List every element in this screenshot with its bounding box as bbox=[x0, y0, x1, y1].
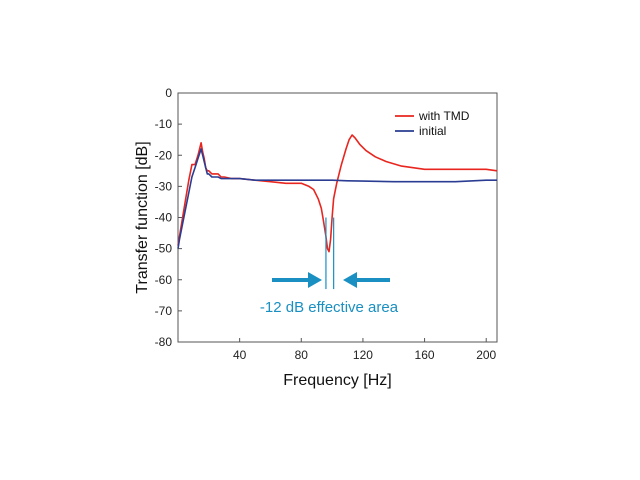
y-tick-label: -50 bbox=[155, 242, 173, 256]
y-tick-label: 0 bbox=[165, 86, 172, 100]
series-line-1 bbox=[177, 148, 497, 249]
y-tick-label: -40 bbox=[155, 211, 173, 225]
legend-label: with TMD bbox=[418, 109, 470, 123]
effective-area-annotation: -12 dB effective area bbox=[260, 217, 399, 316]
series-lines bbox=[177, 134, 498, 253]
x-axis-label: Frequency [Hz] bbox=[283, 372, 391, 389]
y-tick-label: -70 bbox=[155, 304, 173, 318]
legend-label: initial bbox=[419, 124, 446, 138]
right-arrow-head bbox=[343, 272, 357, 288]
y-tick-label: -80 bbox=[155, 335, 173, 349]
y-tick-label: -10 bbox=[155, 117, 173, 131]
y-tick-label: -60 bbox=[155, 273, 173, 287]
y-axis-label: Transfer function [dB] bbox=[134, 141, 151, 293]
left-arrow-head bbox=[308, 272, 322, 288]
x-tick-label: 40 bbox=[233, 348, 247, 362]
x-tick-label: 80 bbox=[295, 348, 309, 362]
y-tick-label: -20 bbox=[155, 148, 173, 162]
effective-area-label: -12 dB effective area bbox=[260, 299, 399, 316]
x-tick-label: 120 bbox=[353, 348, 373, 362]
series-line-0 bbox=[177, 134, 498, 253]
x-tick-label: 160 bbox=[415, 348, 435, 362]
y-tick-label: -30 bbox=[155, 179, 173, 193]
x-tick-label: 200 bbox=[476, 348, 496, 362]
x-axis-ticks: 40 80 120 160 200 bbox=[233, 338, 497, 362]
y-axis-ticks: 0 -10 -20 -30 -40 -50 -60 -70 -80 bbox=[155, 86, 182, 349]
